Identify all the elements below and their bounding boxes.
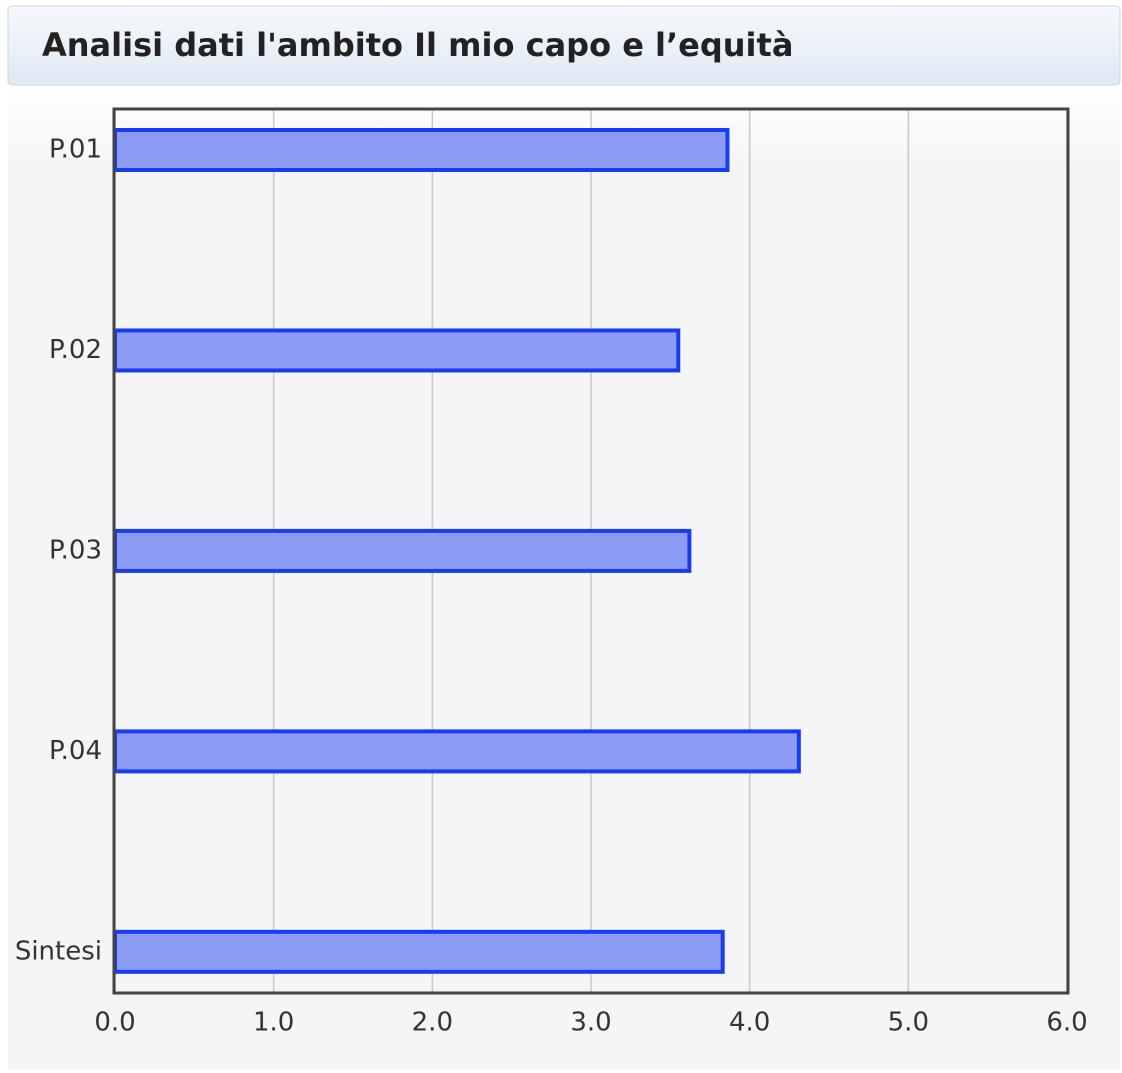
x-tick-label: 5.0 bbox=[888, 1008, 929, 1038]
plot-frame bbox=[112, 107, 1070, 995]
bar bbox=[113, 328, 681, 373]
x-tick-label: 1.0 bbox=[253, 1008, 294, 1038]
bar bbox=[113, 528, 692, 573]
bar bbox=[113, 929, 725, 974]
x-tick-label: 6.0 bbox=[1046, 1008, 1087, 1038]
y-tick-label: P.02 bbox=[49, 335, 102, 365]
x-tick-label: 0.0 bbox=[94, 1008, 135, 1038]
y-tick-label: P.01 bbox=[49, 135, 102, 165]
x-tick-label: 3.0 bbox=[570, 1008, 611, 1038]
y-tick-label: P.03 bbox=[49, 535, 102, 565]
x-tick-label: 4.0 bbox=[729, 1008, 770, 1038]
y-tick-label: P.04 bbox=[49, 736, 102, 766]
bar bbox=[113, 128, 730, 172]
panel-background bbox=[8, 88, 1120, 1069]
y-tick-label: Sintesi bbox=[15, 936, 102, 966]
bar bbox=[113, 729, 801, 774]
chart-title: Analisi dati l'ambito Il mio capo e l’eq… bbox=[42, 26, 793, 64]
header-band bbox=[7, 5, 1121, 86]
x-tick-label: 2.0 bbox=[412, 1008, 453, 1038]
